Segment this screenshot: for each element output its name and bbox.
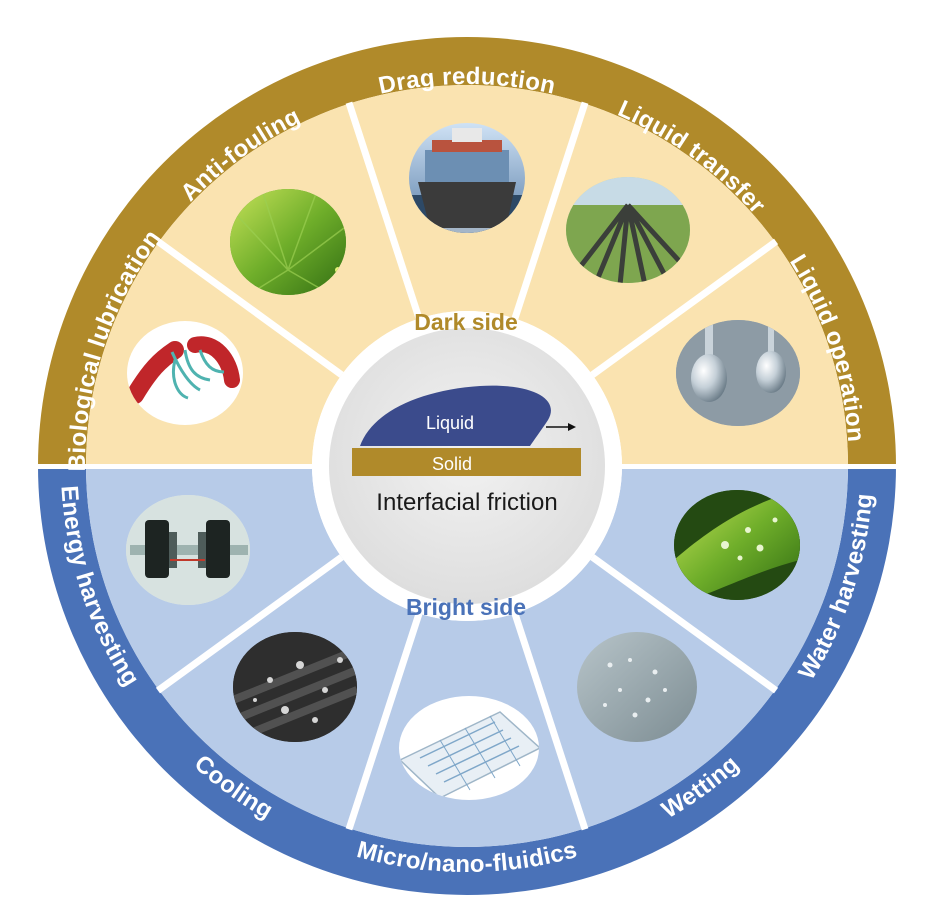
dark-side-label: Dark side <box>414 309 518 335</box>
dark-side-ring <box>38 37 896 466</box>
blood-vessel-illustration <box>127 321 243 425</box>
liquid-drop <box>360 385 551 446</box>
microfluidic-chip-illustration <box>399 696 539 800</box>
sector-divider <box>511 101 589 320</box>
motion-arrow-icon <box>568 423 576 431</box>
container-ship-photo <box>409 123 525 233</box>
sector-divider <box>345 101 423 320</box>
dark-side-sector <box>86 85 848 466</box>
bright-side-ring <box>38 466 896 895</box>
sector-divider <box>155 554 344 694</box>
wet-glass-photo <box>577 632 697 742</box>
sector-divider <box>155 238 344 378</box>
sector-divider <box>590 554 779 694</box>
liquid-label: Liquid <box>426 413 474 433</box>
sector-fills <box>86 85 848 847</box>
solid-substrate <box>352 448 581 476</box>
sector-divider <box>345 612 423 831</box>
pipeline-photo <box>566 177 690 283</box>
droplets-photo <box>676 320 800 426</box>
outer-ring <box>38 37 896 895</box>
condensation-surface-photo <box>233 632 357 742</box>
sector-divider <box>511 612 589 831</box>
solid-label: Solid <box>432 454 472 474</box>
generator-device-photo <box>126 495 250 605</box>
leaf-dew-photo <box>674 490 800 600</box>
sector-divider <box>590 238 779 378</box>
center-caption: Interfacial friction <box>376 489 557 516</box>
bright-side-sector <box>86 466 848 847</box>
bright-side-label: Bright side <box>406 594 526 620</box>
